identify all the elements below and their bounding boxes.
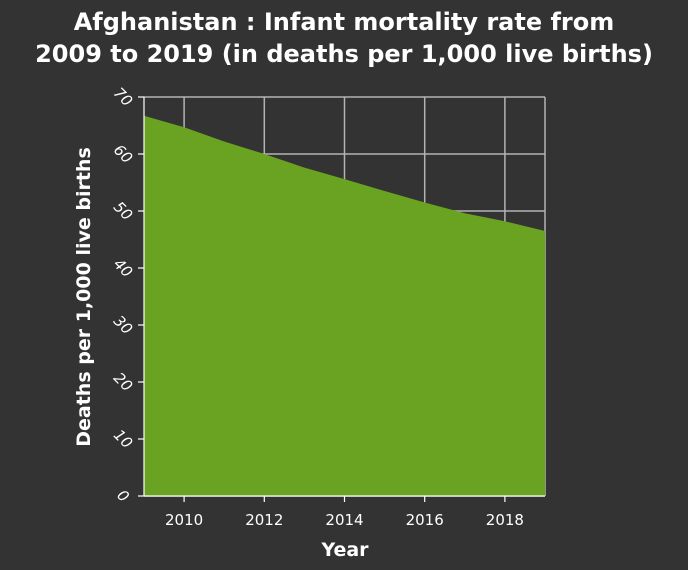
x-tick-label-2018: 2018	[486, 511, 524, 529]
x-axis-ticks: 2010 2012 2014 2016 2018	[165, 496, 524, 529]
x-tick-label-2016: 2016	[406, 511, 444, 529]
chart-title-line-1: Afghanistan : Infant mortality rate from	[74, 8, 615, 36]
y-axis-title: Deaths per 1,000 live births	[73, 147, 95, 447]
area-series-layer	[144, 115, 545, 496]
x-tick-label-2012: 2012	[245, 511, 283, 529]
area-series	[144, 115, 545, 496]
x-tick-label-2010: 2010	[165, 511, 203, 529]
x-tick-label-2014: 2014	[325, 511, 363, 529]
chart-title-line-2: 2009 to 2019 (in deaths per 1,000 live b…	[35, 40, 653, 68]
x-axis-title: Year	[320, 539, 369, 561]
